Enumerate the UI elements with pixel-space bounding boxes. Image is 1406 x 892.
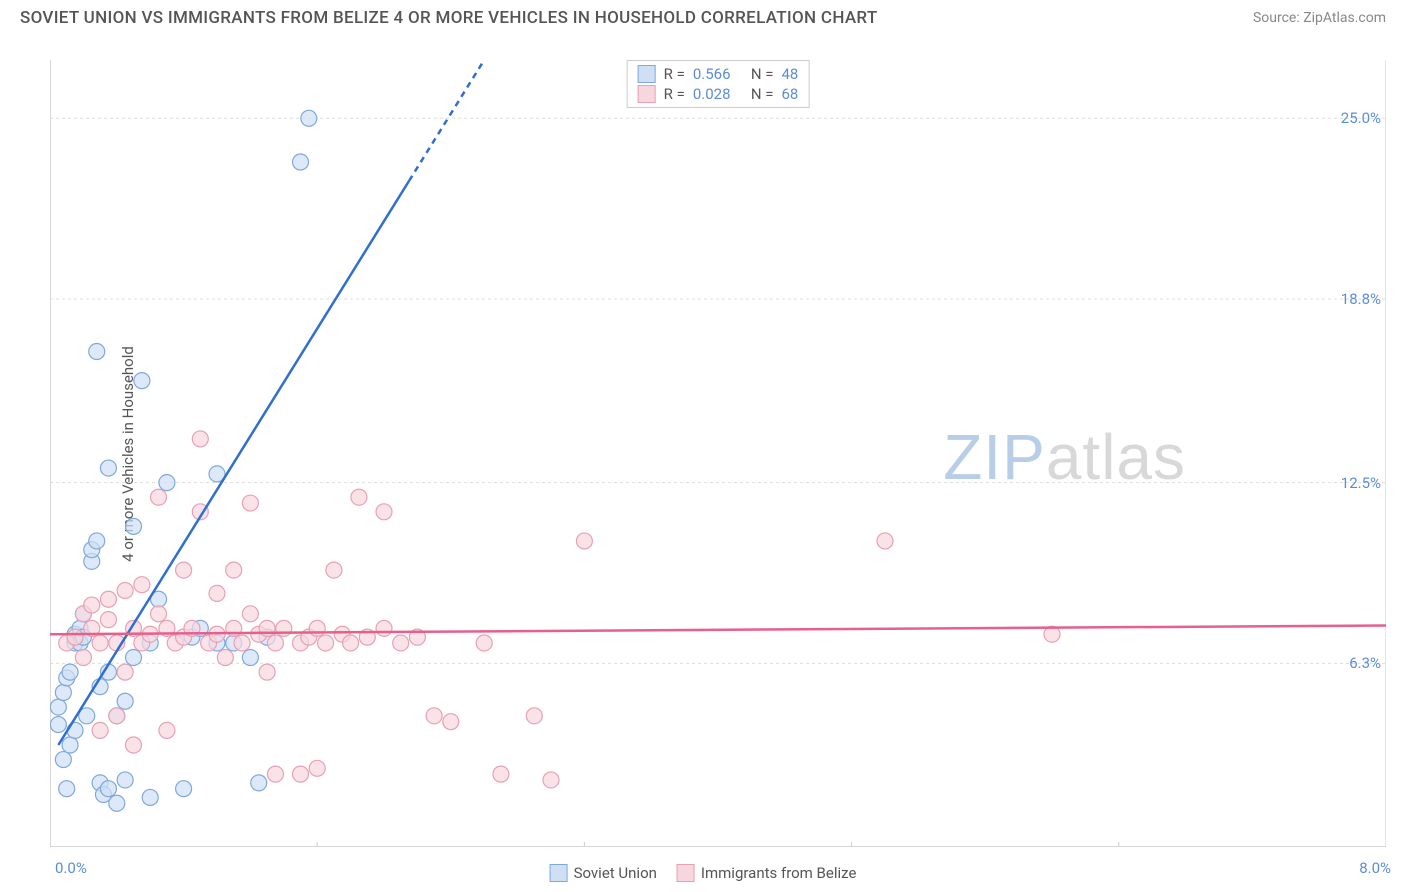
chart-area: 4 or more Vehicles in Household R = 0.56…: [50, 60, 1386, 847]
x-tick-max: 8.0%: [1359, 859, 1391, 877]
chart-title: SOVIET UNION VS IMMIGRANTS FROM BELIZE 4…: [20, 8, 878, 28]
legend-swatch-1: [638, 85, 656, 103]
legend-item-0: Soviet Union: [550, 864, 657, 882]
series-legend: Soviet Union Immigrants from Belize: [550, 864, 857, 882]
n-value-1: 68: [781, 85, 798, 103]
correlation-row-1: R = 0.028 N = 68: [638, 85, 799, 103]
y-tick-label: 12.5%: [1341, 474, 1381, 492]
correlation-legend: R = 0.566 N = 48 R = 0.028 N = 68: [627, 60, 810, 108]
y-tick-label: 6.3%: [1349, 654, 1381, 672]
r-label: R =: [664, 85, 685, 103]
legend-item-1: Immigrants from Belize: [677, 864, 857, 882]
legend-swatch-0: [638, 65, 656, 83]
r-value-0: 0.566: [693, 65, 743, 83]
n-value-0: 48: [781, 65, 798, 83]
y-tick-label: 25.0%: [1341, 109, 1381, 127]
legend-swatch-bottom-1: [677, 864, 695, 882]
r-label: R =: [664, 65, 685, 83]
legend-label-1: Immigrants from Belize: [701, 864, 857, 882]
n-label: N =: [751, 65, 774, 83]
legend-label-0: Soviet Union: [574, 864, 657, 882]
chart-header: SOVIET UNION VS IMMIGRANTS FROM BELIZE 4…: [0, 0, 1406, 32]
y-tick-label: 18.8%: [1341, 290, 1381, 308]
r-value-1: 0.028: [693, 85, 743, 103]
legend-swatch-bottom-0: [550, 864, 568, 882]
x-tick-min: 0.0%: [55, 859, 87, 877]
chart-source: Source: ZipAtlas.com: [1253, 10, 1386, 26]
scatter-plot: [50, 60, 1386, 847]
correlation-row-0: R = 0.566 N = 48: [638, 65, 799, 83]
n-label: N =: [751, 85, 774, 103]
